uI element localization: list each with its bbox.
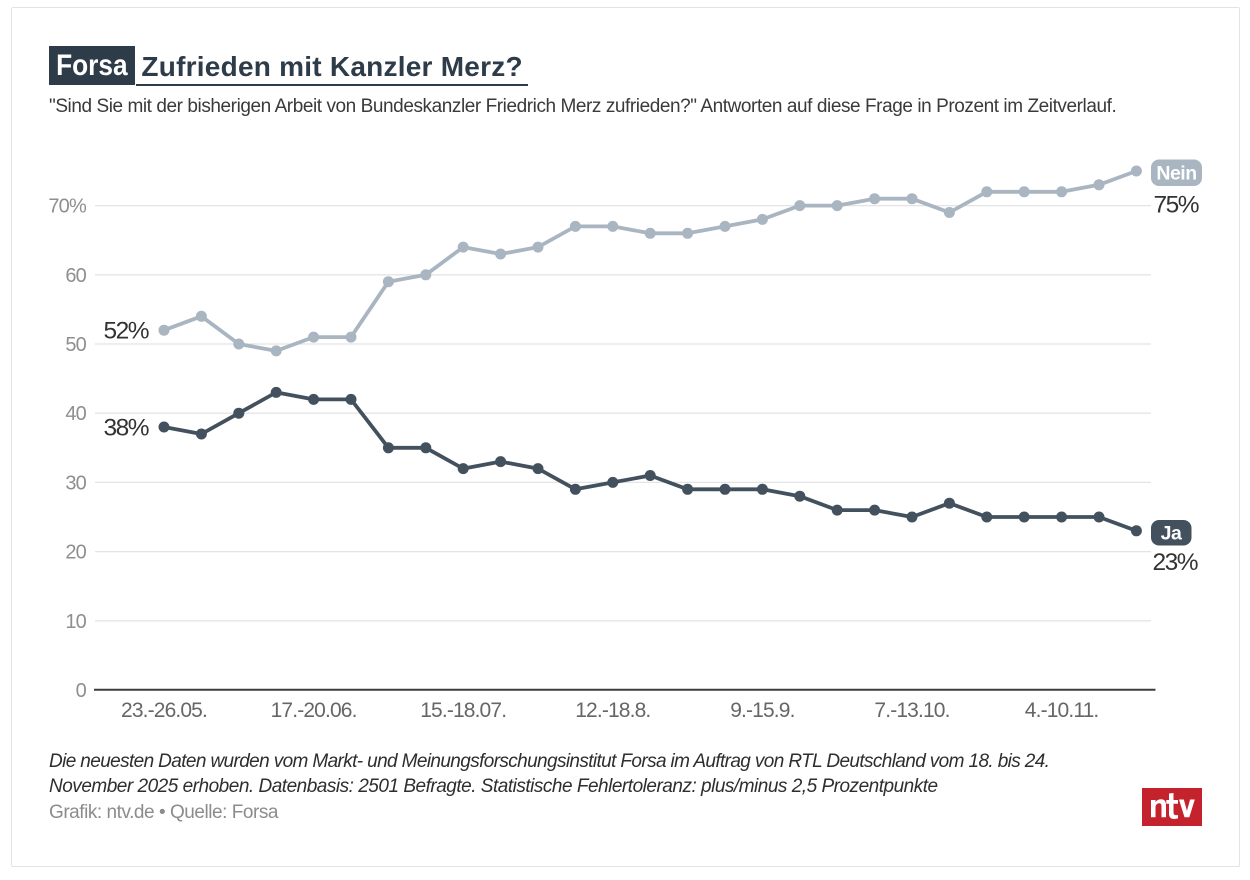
svg-text:9.-15.9.: 9.-15.9. bbox=[730, 699, 794, 722]
svg-text:70%: 70% bbox=[48, 196, 87, 218]
svg-text:30: 30 bbox=[65, 472, 86, 494]
svg-text:17.-20.06.: 17.-20.06. bbox=[271, 699, 357, 722]
svg-text:12.-18.8.: 12.-18.8. bbox=[575, 699, 650, 722]
svg-text:23.-26.05.: 23.-26.05. bbox=[121, 699, 207, 722]
svg-text:15.-18.07.: 15.-18.07. bbox=[420, 699, 506, 722]
svg-text:Ja: Ja bbox=[1161, 523, 1182, 545]
svg-text:20: 20 bbox=[65, 542, 86, 564]
svg-text:75%: 75% bbox=[1154, 192, 1199, 219]
svg-text:40: 40 bbox=[65, 403, 86, 425]
svg-text:38%: 38% bbox=[103, 414, 148, 441]
svg-text:60: 60 bbox=[65, 265, 86, 287]
svg-text:4.-10.11.: 4.-10.11. bbox=[1025, 699, 1099, 722]
svg-text:7.-13.10.: 7.-13.10. bbox=[874, 699, 949, 722]
svg-text:52%: 52% bbox=[103, 318, 148, 345]
svg-text:0: 0 bbox=[76, 680, 87, 702]
svg-text:Nein: Nein bbox=[1156, 163, 1196, 185]
svg-text:23%: 23% bbox=[1153, 549, 1198, 576]
svg-text:50: 50 bbox=[65, 334, 86, 356]
svg-text:10: 10 bbox=[65, 611, 86, 633]
